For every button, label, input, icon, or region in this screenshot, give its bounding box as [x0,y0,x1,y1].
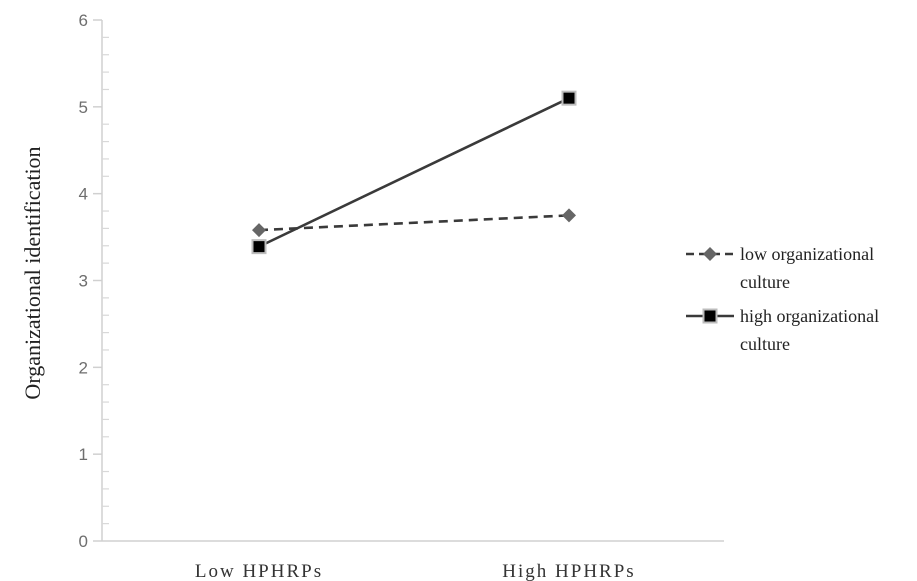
y-tick-label: 4 [79,185,88,204]
y-tick-label: 2 [79,358,88,377]
x-axis: Low HPHRPs High HPHRPs [102,540,724,581]
legend-label: culture [740,334,790,354]
x-tick-label: Low HPHRPs [195,561,323,581]
data-point [251,239,267,255]
y-tick-label: 5 [79,98,88,117]
series-line [258,214,570,232]
y-tick-label: 6 [79,11,88,30]
series-2 [251,90,577,255]
legend-item-1: low organizational culture [686,244,874,292]
y-tick-label: 3 [79,272,88,291]
data-point [561,90,577,106]
y-tick-label: 0 [79,532,88,551]
data-point [562,208,576,223]
y-axis-title: Organizational identification [20,146,45,399]
legend-label: low organizational [740,244,874,264]
y-tick-label: 1 [79,445,88,464]
series-1 [252,208,576,238]
series-layer [251,90,577,255]
legend-marker [702,308,718,324]
legend-label: culture [740,272,790,292]
series-line [258,96,570,248]
legend-label: high organizational [740,306,879,326]
data-point [252,223,266,238]
legend-marker [703,247,717,261]
y-axis: 0 1 2 3 4 5 6 [79,11,109,551]
legend-item-2: high organizational culture [686,306,879,354]
x-tick-label: High HPHRPs [502,561,635,581]
